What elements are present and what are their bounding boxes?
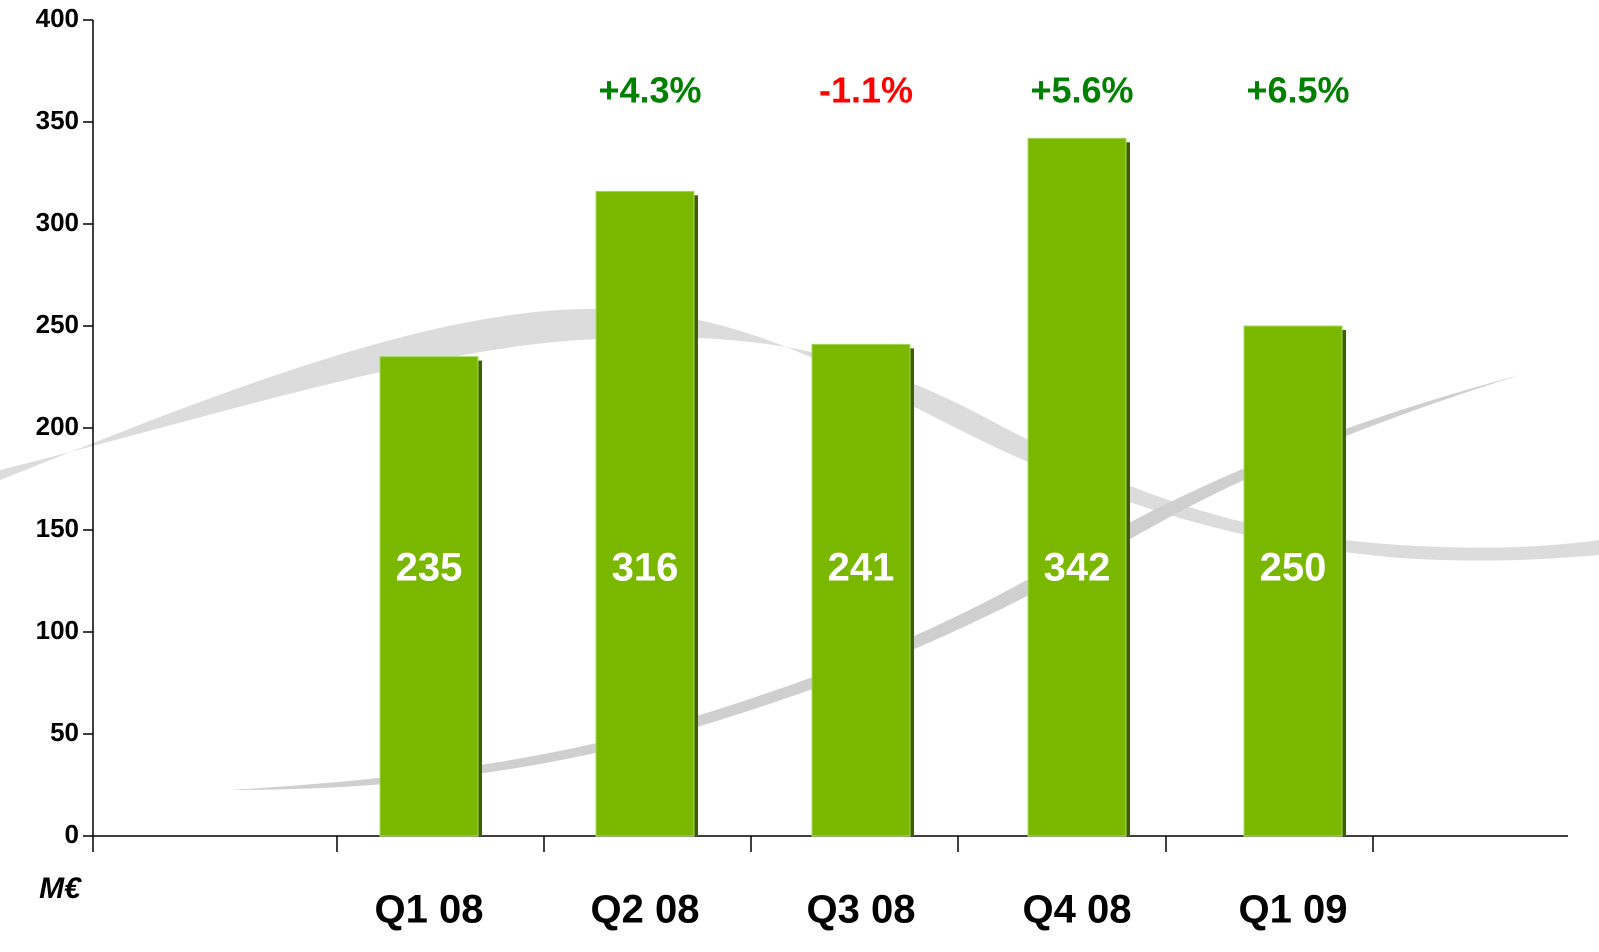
y-tick-label: 200 — [36, 411, 79, 441]
x-tick-label: Q1 09 — [1239, 888, 1348, 932]
growth-annotation: +6.5% — [1246, 70, 1349, 111]
value-label: 316 — [612, 546, 679, 590]
y-unit-label: M€ — [39, 872, 82, 905]
bar — [1028, 138, 1126, 836]
growth-annotation: -1.1% — [819, 70, 913, 111]
y-tick-label: 50 — [50, 717, 79, 747]
background-swoosh — [0, 309, 1599, 790]
bar — [812, 344, 910, 836]
y-tick-label: 350 — [36, 105, 79, 135]
value-label: 342 — [1044, 546, 1111, 590]
value-label: 235 — [396, 546, 463, 590]
y-tick-label: 0 — [65, 819, 79, 849]
y-tick-label: 250 — [36, 309, 79, 339]
y-tick-label: 400 — [36, 3, 79, 33]
value-label: 241 — [828, 546, 895, 590]
x-tick-label: Q1 08 — [375, 888, 484, 932]
growth-annotation: +5.6% — [1030, 70, 1133, 111]
growth-annotation: +4.3% — [598, 70, 701, 111]
chart: M€ 0 50 100 150 200 250 300 350 400 235 Q1 08 316 Q2… — [0, 0, 1599, 952]
y-tick-label: 150 — [36, 513, 79, 543]
x-tick-label: Q3 08 — [807, 888, 916, 932]
bar — [380, 357, 478, 836]
x-tick-label: Q4 08 — [1023, 888, 1132, 932]
x-tick-label: Q2 08 — [591, 888, 700, 932]
y-tick-label: 100 — [36, 615, 79, 645]
y-tick-label: 300 — [36, 207, 79, 237]
bar — [596, 191, 694, 836]
value-label: 250 — [1260, 546, 1327, 590]
